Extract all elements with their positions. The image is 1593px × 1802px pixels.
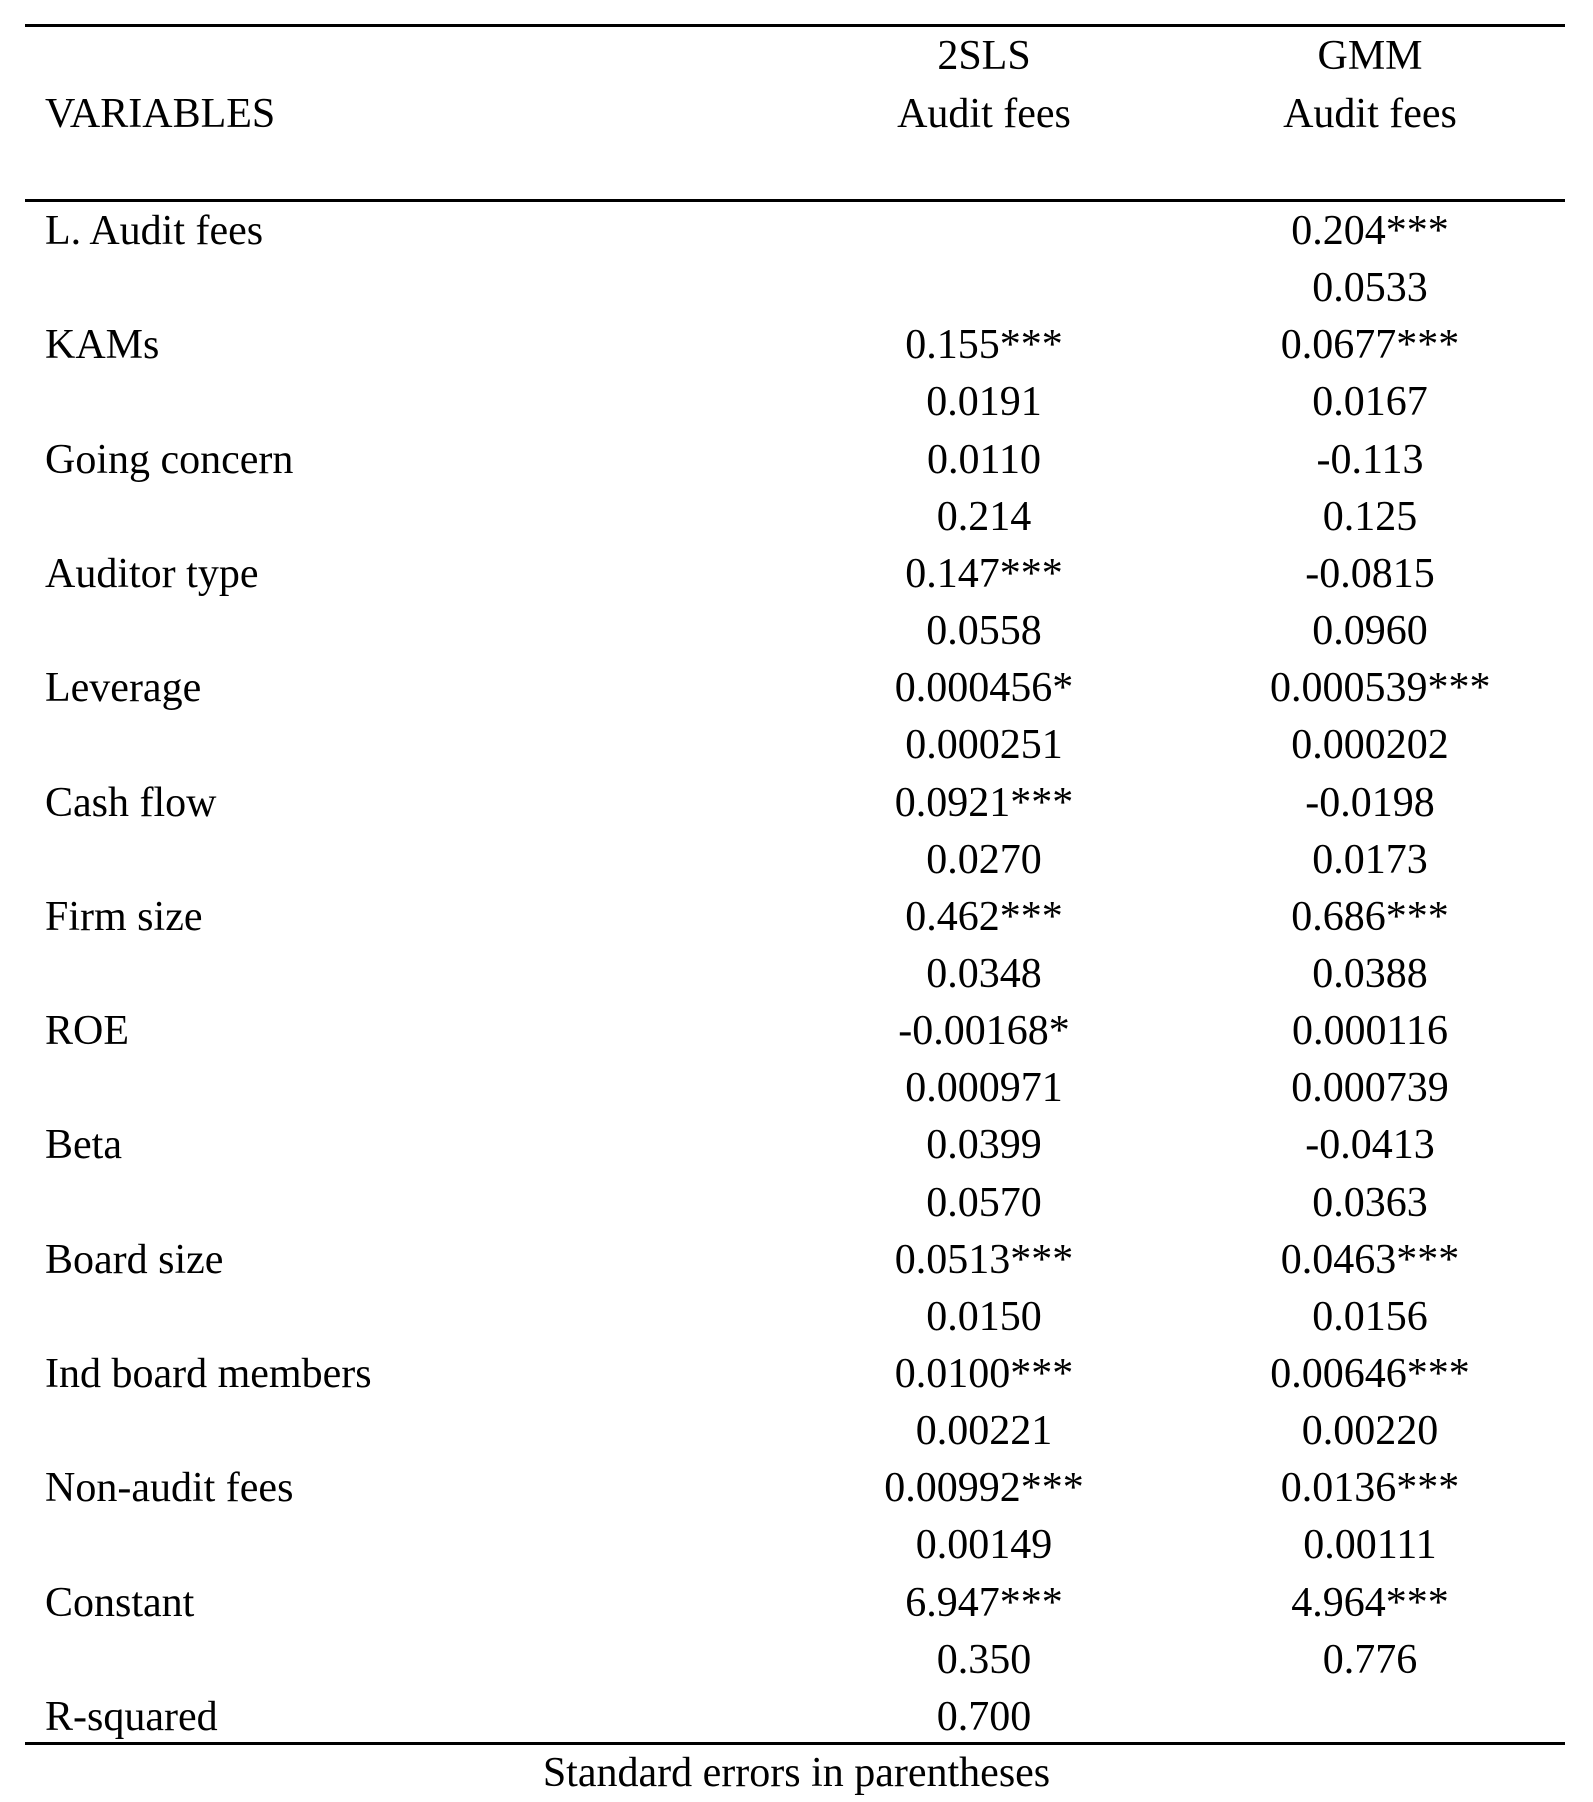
row-label: Beta: [45, 1122, 122, 1169]
col2-std-error: 0.000739: [1291, 1065, 1449, 1112]
col1-coefficient: 0.147***: [905, 550, 1063, 597]
table-note: Standard errors in parentheses: [542, 1750, 1051, 1796]
row-label: ROE: [45, 1008, 129, 1055]
col2-std-error: 0.0173: [1312, 836, 1428, 883]
col2-std-error: 0.0156: [1312, 1293, 1428, 1340]
col2-coefficient: 0.204***: [1291, 208, 1449, 254]
col2-std-error: 0.0167: [1312, 379, 1428, 426]
bottom-rule: [25, 1742, 1565, 1745]
row-label: Ind board members: [45, 1351, 372, 1397]
row-label: KAMs: [45, 322, 160, 369]
col1-std-error: 0.0191: [926, 379, 1042, 426]
col2-coefficient: 0.0463***: [1280, 1236, 1460, 1283]
col1-std-error: 0.0270: [926, 836, 1042, 883]
row-label: Board size: [45, 1236, 224, 1283]
col1-std-error: 0.00149: [915, 1522, 1053, 1569]
col1-std-error: 0.350: [936, 1636, 1032, 1683]
col2-coefficient: -0.0198: [1305, 779, 1435, 826]
col2-std-error: 0.000202: [1291, 722, 1449, 769]
col2-std-error: 0.00220: [1301, 1408, 1439, 1455]
row-label: Auditor type: [45, 550, 259, 597]
col2-dependent: Audit fees: [1283, 91, 1457, 137]
col1-std-error: 0.0150: [926, 1293, 1042, 1340]
top-rule: [25, 24, 1565, 27]
col2-coefficient: 0.686***: [1291, 893, 1449, 940]
col1-coefficient: 0.155***: [905, 322, 1063, 369]
col2-std-error: 0.776: [1322, 1636, 1418, 1683]
col2-coefficient: 0.0136***: [1280, 1465, 1460, 1512]
col2-model: GMM: [1317, 33, 1423, 79]
col2-coefficient: -0.113: [1316, 436, 1424, 483]
col1-std-error: 0.214: [936, 493, 1032, 540]
col1-coefficient: 6.947***: [905, 1579, 1063, 1626]
row-label: Leverage: [45, 665, 202, 712]
variables-header: VARIABLES: [45, 91, 276, 137]
col2-coefficient: -0.0815: [1305, 550, 1435, 597]
col2-std-error: 0.0363: [1312, 1179, 1428, 1226]
col2-std-error: 0.0533: [1312, 265, 1428, 312]
col2-coefficient: 0.0677***: [1280, 322, 1460, 369]
col1-coefficient: 0.000456*: [894, 665, 1074, 712]
col2-std-error: 0.125: [1322, 493, 1418, 540]
col2-coefficient: 4.964***: [1291, 1579, 1449, 1626]
row-label: R-squared: [45, 1693, 218, 1740]
col2-std-error: 0.0960: [1312, 608, 1428, 655]
col2-coefficient: 0.000539***: [1270, 665, 1491, 712]
col1-coefficient: 0.0399: [926, 1122, 1042, 1169]
col2-coefficient: 0.000116: [1292, 1008, 1448, 1055]
row-label: Constant: [45, 1579, 195, 1626]
col1-std-error: 0.000251: [905, 722, 1063, 769]
col1-std-error: 0.000971: [905, 1065, 1063, 1112]
col1-dependent: Audit fees: [897, 91, 1071, 137]
col1-model: 2SLS: [937, 33, 1031, 79]
col1-coefficient: 0.0921***: [894, 779, 1074, 826]
col1-std-error: 0.0348: [926, 950, 1042, 997]
col1-coefficient: -0.00168*: [898, 1008, 1070, 1055]
col1-coefficient: 0.700: [936, 1693, 1032, 1740]
col2-coefficient: 0.00646***: [1270, 1351, 1470, 1397]
col2-coefficient: -0.0413: [1305, 1122, 1435, 1169]
col2-std-error: 0.0388: [1312, 950, 1428, 997]
row-label: L. Audit fees: [45, 208, 264, 254]
header-rule: [25, 199, 1565, 202]
col1-std-error: 0.0558: [926, 608, 1042, 655]
col1-coefficient: 0.0110: [927, 436, 1041, 483]
row-label: Firm size: [45, 893, 203, 940]
row-label: Cash flow: [45, 779, 217, 826]
col1-coefficient: 0.00992***: [884, 1465, 1084, 1512]
col1-coefficient: 0.462***: [905, 893, 1063, 940]
col1-std-error: 0.00221: [915, 1408, 1053, 1455]
col1-coefficient: 0.0513***: [894, 1236, 1074, 1283]
row-label: Non-audit fees: [45, 1465, 294, 1512]
col1-coefficient: 0.0100***: [894, 1351, 1074, 1397]
row-label: Going concern: [45, 436, 294, 483]
col1-std-error: 0.0570: [926, 1179, 1042, 1226]
col2-std-error: 0.00111: [1303, 1522, 1437, 1569]
